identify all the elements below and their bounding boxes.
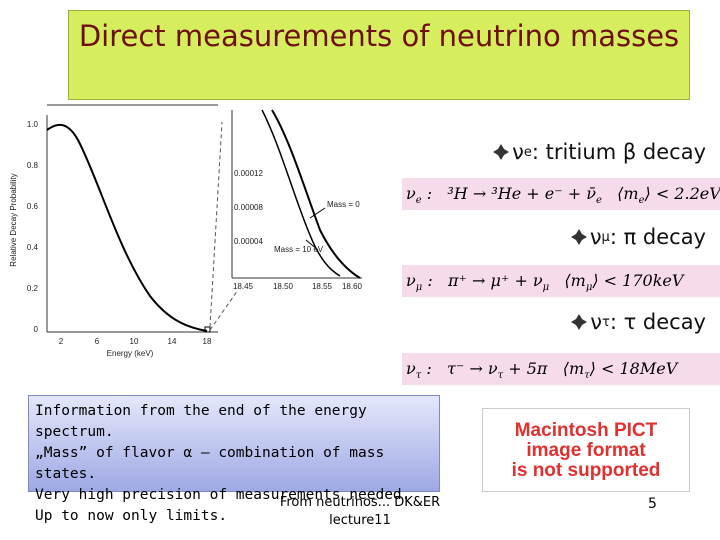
formula-part: ν — [406, 184, 416, 203]
inset-curve — [271, 109, 361, 279]
bullet-glyph — [570, 229, 587, 245]
formula-part: : τ⁻ → ν — [421, 359, 498, 378]
x-tick-label: 10 — [130, 337, 139, 346]
formula-part: μ — [585, 282, 593, 294]
formula-part: μ — [415, 282, 423, 294]
info-box: Information from the end of the energy s… — [28, 395, 440, 524]
formula: νe : ³H → ³He + e⁻ + ν̄e ⟨me⟩ < 2.2eV — [402, 178, 720, 210]
y-tick-label: 1.0 — [27, 120, 39, 129]
formula-part: ⟨m — [549, 271, 586, 290]
formula-part: ⟨m — [601, 184, 639, 203]
label-pointer — [309, 207, 326, 219]
formula-part: ⟩ < 2.2eV — [644, 184, 720, 203]
inset-y-tick-label: 0.00012 — [234, 169, 263, 178]
x-tick-label: 14 — [168, 337, 177, 346]
formula-part: e — [638, 195, 645, 207]
footer-line: lecture11 — [329, 513, 391, 528]
x-axis-label: Energy (keV) — [107, 349, 154, 358]
formula: ντ : τ⁻ → ντ + 5π ⟨mτ⟩ < 18MeV — [402, 353, 720, 385]
bullet-icon — [570, 229, 587, 245]
inset-x-tick-label: 18.55 — [312, 282, 333, 291]
formula: νμ : π⁺ → μ⁺ + νμ ⟨mμ⟩ < 170keV — [402, 265, 720, 297]
slide-title: Direct measurements of neutrino masses — [68, 10, 690, 100]
formula-part: τ — [584, 370, 590, 382]
pict-line: is not supported — [511, 460, 661, 481]
info-line: Up to now only limits. — [35, 508, 228, 524]
footer-line: From neutrinos... DK&ER — [279, 495, 441, 510]
formula-part: : ³H → ³He + e⁻ + ν̄ — [421, 184, 596, 203]
bullet-icon — [493, 144, 510, 160]
x-tick-label: 2 — [59, 337, 64, 346]
y-axis-label: Relative Decay Probability — [9, 173, 18, 266]
bullet-text: : π decay — [609, 225, 706, 249]
flavor: τ — [602, 314, 610, 330]
flavor: μ — [601, 229, 610, 245]
bullet-glyph — [493, 144, 510, 160]
formula-part: μ — [542, 282, 550, 294]
bullet-text: : tritium β decay — [531, 140, 706, 164]
x-tick-label: 18 — [203, 337, 212, 346]
neutrino: ν — [512, 140, 524, 164]
zoom-line — [209, 289, 239, 331]
footer: From neutrinos... DK&ER lecture11 — [260, 494, 460, 530]
flavor: e — [523, 144, 532, 160]
x-tick-label: 6 — [95, 337, 100, 346]
pict-placeholder: Macintosh PICT image format is not support… — [482, 408, 690, 492]
zoom-line — [209, 121, 223, 328]
info-line: „Mass” of flavor α – combination of mass… — [35, 445, 385, 482]
formula-part: : π⁺ → μ⁺ + ν — [422, 271, 543, 290]
info-line: Very high precision of measurements need… — [35, 487, 411, 503]
inset-y-tick-label: 0.00004 — [234, 237, 263, 246]
inset-label: Mass = 0 — [327, 200, 360, 209]
page-number: 5 — [648, 496, 657, 512]
y-tick-label: 0.4 — [27, 243, 39, 252]
formula-part: τ — [415, 370, 422, 382]
pict-line: image format — [526, 440, 646, 461]
bullet-text: : τ decay — [609, 310, 706, 334]
formula-part: ν — [406, 271, 416, 290]
formula-part: τ — [497, 370, 504, 382]
inset-x-tick-label: 18.50 — [273, 282, 294, 291]
formula-part: e — [595, 195, 602, 207]
info-line: Information from the end of the energy s… — [35, 403, 367, 440]
y-tick-label: 0.6 — [27, 202, 39, 211]
spectrum-curve — [46, 123, 208, 332]
label-pointer — [305, 239, 319, 251]
formula-part: ν — [406, 359, 416, 378]
inset-curve — [261, 109, 341, 277]
bullet-glyph — [571, 314, 588, 330]
formula-part: ⟩ < 18MeV — [589, 359, 678, 378]
y-tick-label: 0 — [34, 325, 39, 334]
y-tick-label: 0.8 — [27, 161, 39, 170]
formula-part: ⟩ < 170keV — [592, 271, 684, 290]
neutrino: ν — [590, 310, 602, 334]
inset-y-tick-label: 0.00008 — [234, 203, 263, 212]
pict-line: Macintosh PICT — [514, 420, 658, 441]
inset-x-tick-label: 18.60 — [342, 282, 363, 291]
spectrum-plot: 2 6 10 14 18 1.0 0.8 0.6 0.4 0.2 0 Energy (keV) Rela… — [9, 104, 363, 358]
neutrino: ν — [589, 225, 602, 249]
formula-part: e — [415, 195, 422, 207]
bullet-icon — [571, 314, 588, 330]
inset-x-tick-label: 18.45 — [233, 282, 254, 291]
formula-part: + 5π ⟨m — [503, 359, 585, 378]
inset-label: Mass = 10 eV — [274, 245, 324, 254]
y-tick-label: 0.2 — [27, 284, 39, 293]
